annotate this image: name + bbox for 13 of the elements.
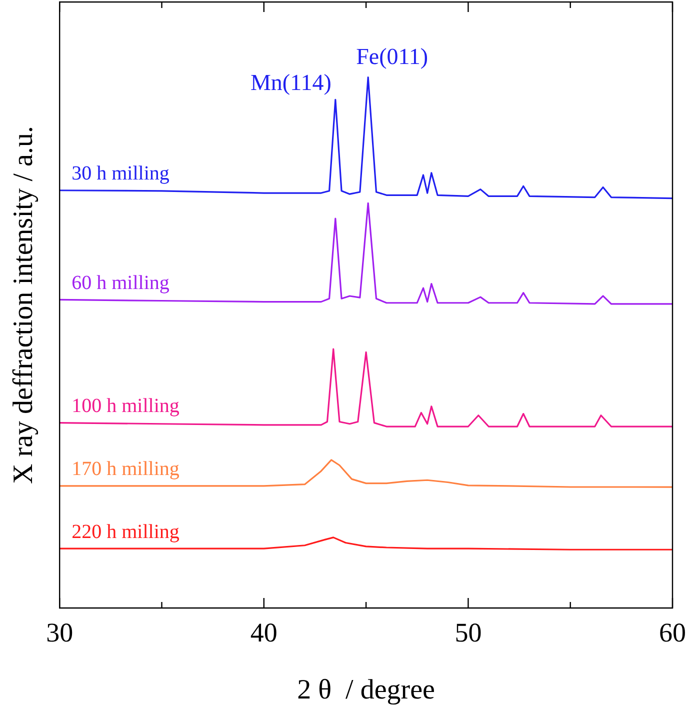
series-label: 100 h milling [72, 395, 180, 418]
y-axis-title: X ray deffraction intensity / a.u. [8, 126, 40, 484]
annotation: Fe(011) [356, 44, 428, 69]
annotation: Mn(114) [250, 70, 332, 96]
x-tick-label: 40 [250, 617, 278, 648]
x-tick-label: 30 [46, 617, 74, 648]
series-label: 30 h milling [72, 162, 170, 185]
x-axis-title: 2 θ / degree [297, 674, 435, 706]
x-tick-label: 50 [454, 617, 482, 648]
series-label: 220 h milling [72, 520, 180, 543]
series-label: 170 h milling [72, 458, 180, 480]
x-tick-label: 60 [659, 617, 686, 648]
series-label: 60 h milling [72, 272, 170, 294]
